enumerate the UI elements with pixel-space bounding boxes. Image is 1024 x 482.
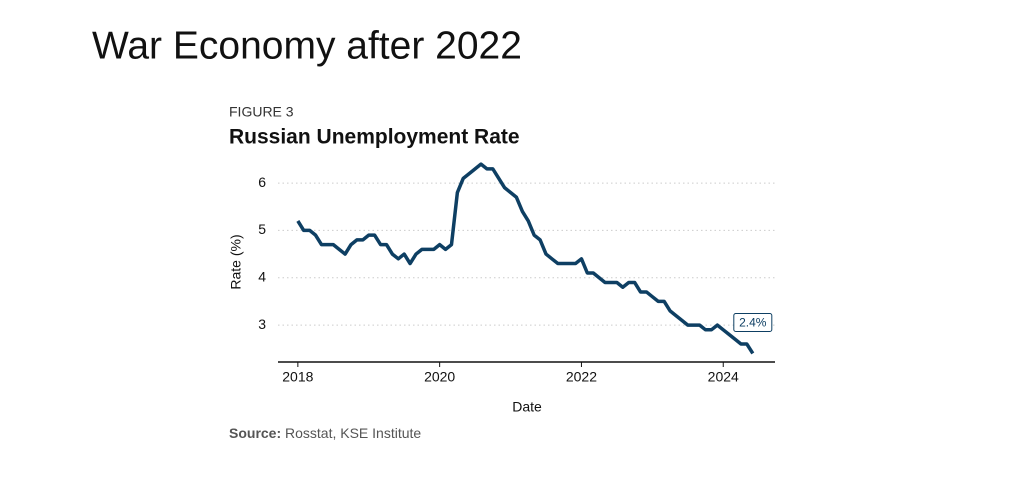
line (296, 162, 755, 355)
x-tick-label: 2020 (424, 369, 455, 385)
value-label: 2.4% (739, 316, 767, 330)
y-axis-label: Rate (%) (228, 234, 244, 289)
y-tick-label: 6 (258, 174, 266, 190)
y-tick-label: 3 (258, 316, 266, 332)
source: Source: Rosstat, KSE Institute (229, 425, 421, 441)
x-axis-label: Date (512, 399, 542, 415)
x-tick-label: 2024 (708, 369, 739, 385)
figure-label: FIGURE 3 (229, 104, 294, 120)
y-tick-label: 4 (258, 268, 266, 284)
x-tick-label: 2022 (566, 369, 597, 385)
chart-title: Russian Unemployment Rate (229, 126, 520, 149)
source-text: Rosstat, KSE Institute (285, 425, 421, 441)
value-label-box (733, 312, 773, 332)
y-tick-label: 5 (258, 221, 266, 237)
x-tick-label: 2018 (282, 369, 313, 385)
source-label: Source: (229, 425, 281, 441)
slide-title: War Economy after 2022 (92, 24, 522, 67)
